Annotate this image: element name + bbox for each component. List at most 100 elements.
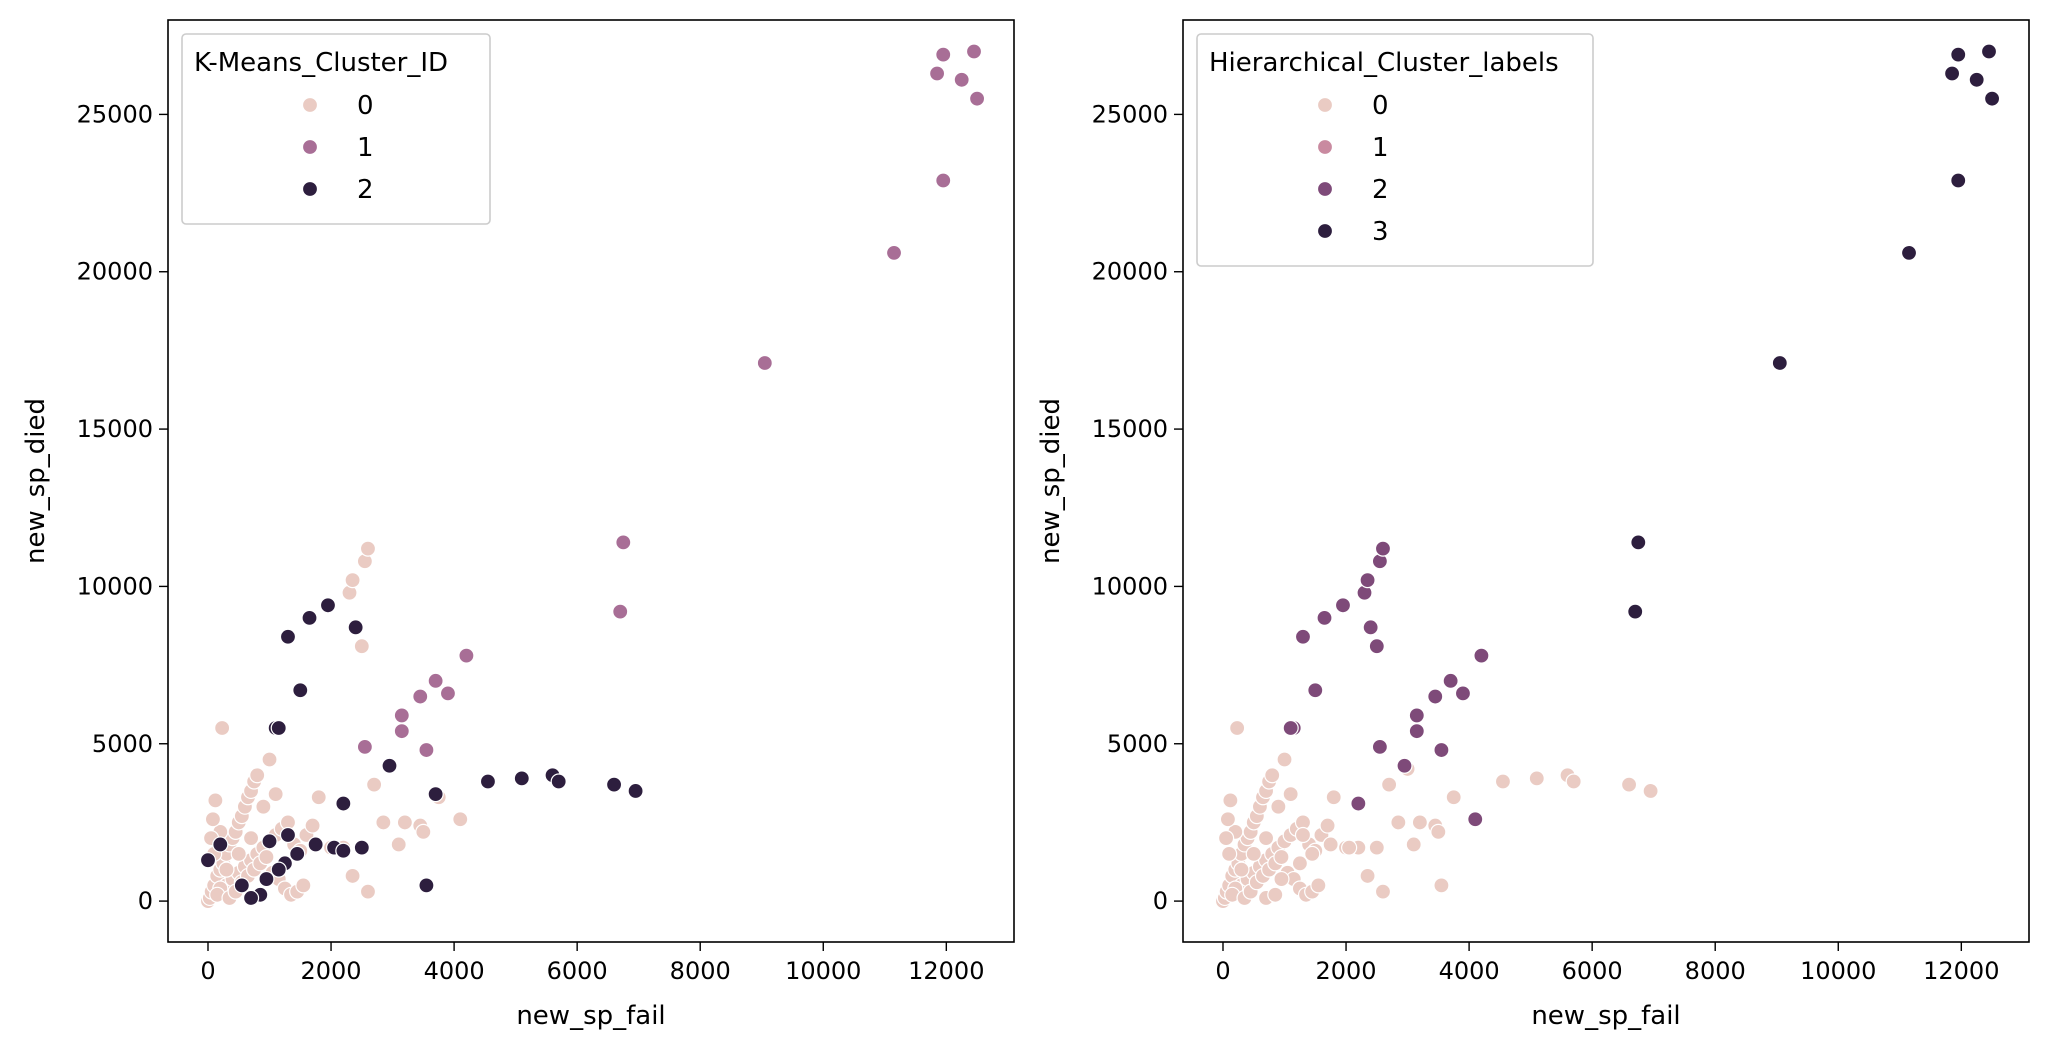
point-cluster-0 — [1565, 773, 1582, 790]
point-cluster-2 — [353, 839, 370, 856]
point-cluster-2 — [627, 782, 644, 800]
point-cluster-0 — [1368, 839, 1385, 856]
point-cluster-0 — [207, 792, 224, 809]
x-tick-label: 2000 — [1316, 957, 1377, 985]
point-cluster-2 — [279, 826, 297, 844]
point-cluster-0 — [1294, 826, 1312, 844]
point-cluster-1 — [439, 685, 457, 702]
point-cluster-0 — [218, 861, 235, 878]
point-cluster-0 — [1264, 767, 1281, 784]
point-cluster-2 — [199, 852, 217, 869]
point-cluster-0 — [1310, 877, 1327, 894]
legend-label-2: 2 — [357, 175, 374, 205]
legend-marker-2 — [301, 180, 319, 198]
point-cluster-1 — [968, 90, 986, 107]
point-cluster-2 — [605, 776, 623, 793]
legend-marker-3 — [1316, 222, 1334, 240]
x-tick-label: 12000 — [908, 957, 984, 985]
legend-marker-0 — [301, 96, 319, 114]
x-tick-label: 0 — [1215, 957, 1230, 985]
point-cluster-2 — [292, 682, 309, 699]
point-cluster-2 — [1442, 672, 1459, 689]
point-cluster-3 — [1950, 172, 1967, 189]
hierarchical-points — [1214, 43, 2001, 910]
hierarchical-panel: 0 2000 4000 6000 8000 10000 12000 0 5000 10000 15… — [1036, 19, 2030, 1031]
point-cluster-3 — [1627, 603, 1644, 620]
point-cluster-0 — [1267, 886, 1284, 903]
hierarchical-x-ticks: 0 2000 4000 6000 8000 10000 12000 — [1215, 942, 1999, 985]
point-cluster-2 — [242, 889, 260, 907]
point-cluster-1 — [612, 603, 629, 620]
point-cluster-0 — [261, 751, 278, 768]
point-cluster-0 — [249, 767, 266, 784]
hierarchical-y-ticks: 0 5000 10000 15000 20000 25000 — [1092, 100, 1183, 915]
x-tick-label: 10000 — [785, 957, 861, 985]
point-cluster-0 — [1494, 773, 1512, 790]
x-tick-label: 4000 — [1439, 957, 1500, 985]
point-cluster-0 — [1430, 823, 1447, 840]
hierarchical-x-axis-label: new_sp_fail — [1531, 1001, 1680, 1031]
point-cluster-2 — [270, 719, 287, 737]
point-cluster-3 — [1980, 43, 1998, 60]
point-cluster-1 — [953, 71, 970, 88]
point-cluster-0 — [344, 867, 361, 885]
point-cluster-2 — [212, 836, 229, 853]
y-tick-label: 15000 — [1092, 415, 1168, 443]
x-tick-label: 8000 — [670, 957, 731, 985]
y-tick-label: 20000 — [1092, 258, 1168, 286]
point-cluster-2 — [1454, 685, 1472, 702]
kmeans-y-ticks: 0 5000 10000 15000 20000 25000 — [77, 100, 168, 915]
point-cluster-0 — [1219, 811, 1237, 828]
kmeans-points — [199, 43, 986, 910]
point-cluster-0 — [1322, 836, 1339, 853]
x-tick-label: 6000 — [1562, 957, 1623, 985]
hierarchical-legend-box — [1196, 33, 1594, 267]
point-cluster-0 — [1411, 814, 1428, 831]
point-cluster-0 — [258, 848, 275, 866]
point-cluster-1 — [356, 738, 373, 756]
point-cluster-1 — [458, 647, 475, 664]
point-cluster-2 — [427, 786, 444, 803]
point-cluster-2 — [1467, 811, 1484, 828]
legend-marker-1 — [301, 138, 319, 156]
point-cluster-2 — [1362, 619, 1379, 636]
kmeans-plot-frame — [167, 19, 1015, 943]
point-cluster-2 — [233, 877, 250, 894]
x-tick-label: 4000 — [424, 957, 485, 985]
point-cluster-0 — [1291, 855, 1309, 872]
point-cluster-1 — [615, 534, 632, 551]
kmeans-y-axis-label: new_sp_died — [21, 398, 51, 564]
point-cluster-2 — [1316, 609, 1333, 626]
point-cluster-2 — [1408, 723, 1425, 740]
point-cluster-3 — [1943, 65, 1961, 82]
point-cluster-0 — [255, 798, 272, 815]
point-cluster-0 — [1257, 830, 1275, 847]
point-cluster-3 — [1983, 90, 2001, 107]
y-tick-label: 0 — [138, 887, 153, 915]
kmeans-legend-box — [181, 33, 491, 225]
point-cluster-0 — [1245, 845, 1262, 862]
point-cluster-0 — [1233, 861, 1250, 878]
point-cluster-0 — [1319, 817, 1336, 834]
point-cluster-2 — [279, 628, 297, 645]
point-cluster-3 — [1950, 46, 1967, 63]
y-tick-label: 10000 — [77, 572, 153, 600]
point-cluster-1 — [427, 672, 444, 689]
point-cluster-1 — [885, 244, 903, 261]
y-tick-label: 25000 — [1092, 100, 1168, 128]
point-cluster-1 — [393, 707, 410, 724]
point-cluster-2 — [479, 773, 497, 790]
point-cluster-0 — [310, 789, 327, 806]
point-cluster-2 — [550, 773, 567, 790]
point-cluster-0 — [1221, 845, 1238, 862]
point-cluster-0 — [1273, 870, 1290, 888]
point-cluster-2 — [1307, 682, 1324, 699]
point-cluster-0 — [204, 811, 222, 828]
point-cluster-2 — [1282, 719, 1299, 737]
point-cluster-0 — [1405, 836, 1422, 853]
point-cluster-0 — [1445, 789, 1462, 806]
hierarchical-plot-frame — [1182, 19, 2030, 943]
point-cluster-3 — [1968, 71, 1985, 88]
point-cluster-0 — [1341, 839, 1358, 856]
point-cluster-2 — [347, 619, 364, 636]
